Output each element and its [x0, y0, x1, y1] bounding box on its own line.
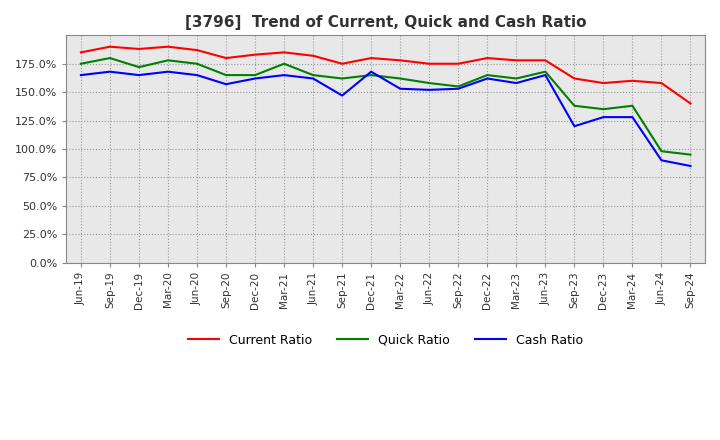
Cash Ratio: [106, 69, 114, 74]
Cash Ratio: [628, 114, 636, 120]
Cash Ratio: [425, 87, 433, 92]
Current Ratio: [454, 61, 462, 66]
Quick Ratio: [193, 61, 202, 66]
Quick Ratio: [222, 73, 230, 78]
Current Ratio: [570, 76, 579, 81]
Current Ratio: [222, 55, 230, 61]
Current Ratio: [541, 58, 549, 63]
Current Ratio: [396, 58, 405, 63]
Legend: Current Ratio, Quick Ratio, Cash Ratio: Current Ratio, Quick Ratio, Cash Ratio: [183, 329, 588, 352]
Cash Ratio: [280, 73, 289, 78]
Current Ratio: [106, 44, 114, 49]
Current Ratio: [657, 81, 666, 86]
Quick Ratio: [367, 73, 376, 78]
Quick Ratio: [338, 76, 346, 81]
Quick Ratio: [657, 149, 666, 154]
Current Ratio: [76, 50, 85, 55]
Quick Ratio: [628, 103, 636, 108]
Cash Ratio: [222, 81, 230, 87]
Current Ratio: [599, 81, 608, 86]
Cash Ratio: [338, 93, 346, 98]
Cash Ratio: [163, 69, 172, 74]
Quick Ratio: [686, 152, 695, 157]
Cash Ratio: [396, 86, 405, 92]
Quick Ratio: [309, 73, 318, 78]
Quick Ratio: [106, 55, 114, 61]
Quick Ratio: [76, 61, 85, 66]
Line: Quick Ratio: Quick Ratio: [81, 58, 690, 154]
Title: [3796]  Trend of Current, Quick and Cash Ratio: [3796] Trend of Current, Quick and Cash …: [185, 15, 587, 30]
Cash Ratio: [570, 124, 579, 129]
Current Ratio: [367, 55, 376, 61]
Current Ratio: [483, 55, 492, 61]
Quick Ratio: [454, 84, 462, 89]
Quick Ratio: [570, 103, 579, 108]
Quick Ratio: [251, 73, 259, 78]
Quick Ratio: [396, 76, 405, 81]
Cash Ratio: [309, 76, 318, 81]
Current Ratio: [309, 53, 318, 59]
Quick Ratio: [135, 65, 143, 70]
Quick Ratio: [541, 69, 549, 74]
Cash Ratio: [541, 73, 549, 78]
Quick Ratio: [483, 73, 492, 78]
Current Ratio: [686, 101, 695, 106]
Line: Current Ratio: Current Ratio: [81, 47, 690, 103]
Quick Ratio: [163, 58, 172, 63]
Cash Ratio: [657, 158, 666, 163]
Cash Ratio: [686, 163, 695, 169]
Quick Ratio: [425, 81, 433, 86]
Current Ratio: [135, 46, 143, 51]
Cash Ratio: [76, 73, 85, 78]
Cash Ratio: [512, 81, 521, 86]
Cash Ratio: [135, 73, 143, 78]
Cash Ratio: [599, 114, 608, 120]
Cash Ratio: [454, 86, 462, 92]
Current Ratio: [512, 58, 521, 63]
Current Ratio: [338, 61, 346, 66]
Cash Ratio: [483, 76, 492, 81]
Line: Cash Ratio: Cash Ratio: [81, 72, 690, 166]
Current Ratio: [163, 44, 172, 49]
Quick Ratio: [512, 76, 521, 81]
Cash Ratio: [193, 73, 202, 78]
Cash Ratio: [251, 76, 259, 81]
Quick Ratio: [599, 106, 608, 112]
Current Ratio: [280, 50, 289, 55]
Quick Ratio: [280, 61, 289, 66]
Current Ratio: [425, 61, 433, 66]
Cash Ratio: [367, 69, 376, 74]
Current Ratio: [193, 48, 202, 53]
Current Ratio: [251, 52, 259, 57]
Current Ratio: [628, 78, 636, 84]
